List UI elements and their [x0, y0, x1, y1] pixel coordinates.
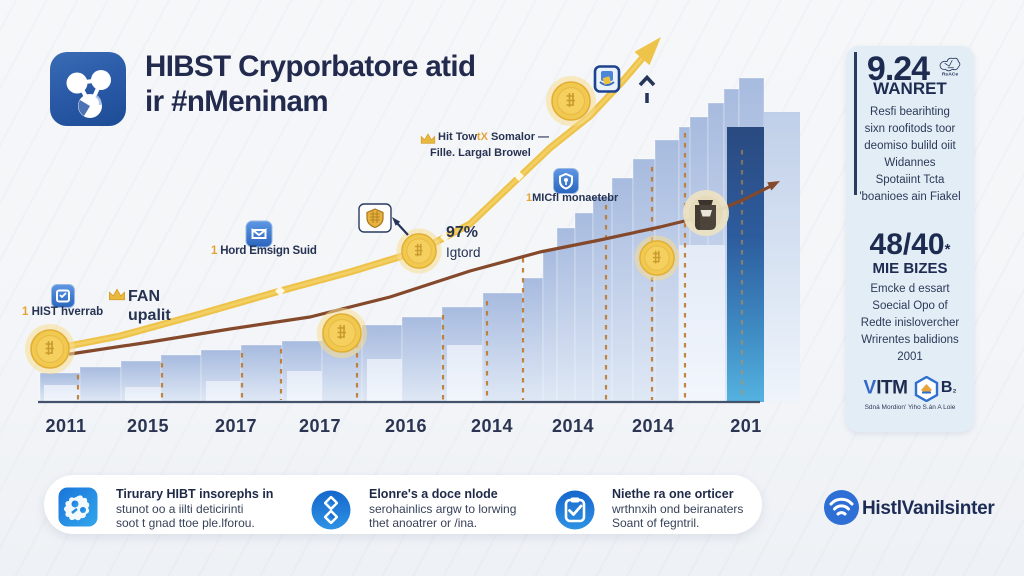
svg-text:RsACe: RsACe — [942, 71, 959, 77]
